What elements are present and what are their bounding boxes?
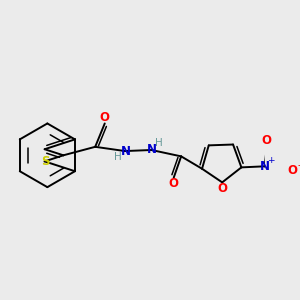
Text: N: N xyxy=(120,145,130,158)
Text: O: O xyxy=(217,182,227,195)
Text: O: O xyxy=(262,134,272,147)
Text: O: O xyxy=(288,164,298,177)
Text: H: H xyxy=(155,138,163,148)
Text: N: N xyxy=(147,143,157,156)
Text: N: N xyxy=(260,160,270,173)
Text: O: O xyxy=(100,111,110,124)
Text: H: H xyxy=(114,152,122,162)
Text: +: + xyxy=(267,156,274,165)
Text: -: - xyxy=(297,160,300,170)
Text: S: S xyxy=(41,155,50,168)
Text: O: O xyxy=(168,178,178,190)
